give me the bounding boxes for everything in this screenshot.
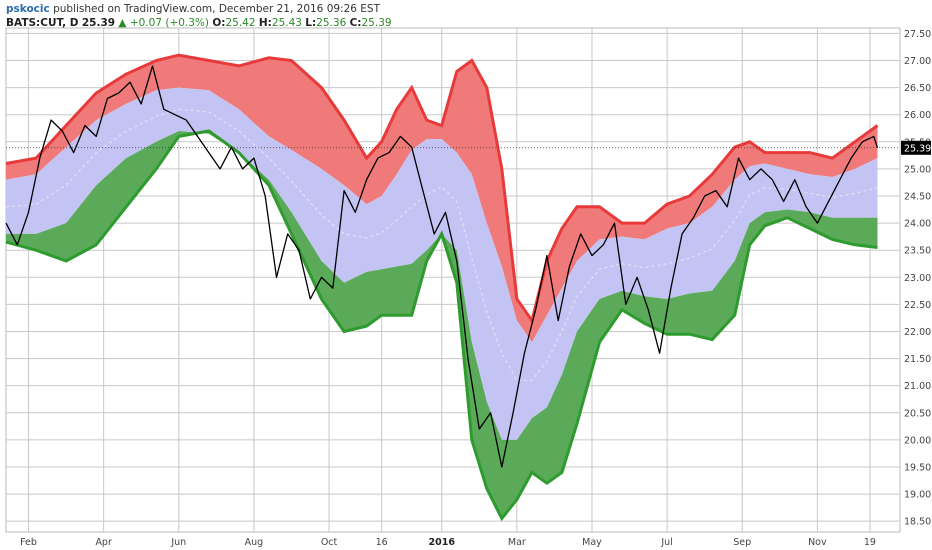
y-tick-label: 25.00 (904, 164, 931, 175)
ohlc-line: BATS:CUT, D 25.39 ▲ +0.07 (+0.3%) O:25.4… (6, 16, 392, 30)
last-price-value: 25.39 (81, 17, 116, 29)
x-tick-label: 16 (376, 537, 388, 548)
y-tick-label: 24.50 (904, 192, 931, 203)
x-tick-label: Jul (660, 537, 672, 548)
author-link[interactable]: pskocic (6, 3, 50, 15)
y-tick-label: 19.50 (904, 462, 931, 473)
basis-line (5, 108, 878, 381)
low-value: 25.36 (316, 17, 347, 29)
change-value: +0.07 (+0.3%) (129, 17, 210, 29)
y-tick-label: 19.00 (904, 490, 931, 501)
change-arrow-icon: ▲ (118, 17, 127, 29)
y-tick-label: 23.50 (904, 246, 931, 257)
x-tick-label: Aug (245, 537, 264, 548)
x-tick-label: Apr (95, 537, 112, 548)
low-label: L: (305, 17, 317, 29)
x-tick-label: Feb (20, 537, 37, 548)
series-lines (5, 53, 900, 522)
x-tick-label: 19 (864, 537, 876, 548)
close-label: C: (349, 17, 362, 29)
published-text: published on TradingView.com, December 2… (53, 3, 381, 15)
y-tick-label: 22.00 (904, 327, 931, 338)
y-tick-label: 27.00 (904, 56, 931, 67)
y-tick-label: 26.00 (904, 110, 931, 121)
x-tick-label: Jun (170, 537, 186, 548)
x-tick-label: Mar (508, 537, 526, 548)
y-tick-label: 20.00 (904, 435, 931, 446)
chart-header: pskocic published on TradingView.com, De… (6, 2, 392, 30)
high-value: 25.43 (271, 17, 302, 29)
y-tick-label: 26.50 (904, 83, 931, 94)
last-price-badge (901, 140, 931, 155)
lower-band-fill (6, 131, 878, 519)
y-tick-label: 27.50 (904, 29, 931, 40)
x-tick-label: Nov (808, 537, 827, 548)
open-value: 25.42 (225, 17, 256, 29)
x-tick-label: May (582, 537, 602, 548)
lower-band-line (5, 129, 878, 522)
high-label: H: (258, 17, 272, 29)
y-axis[interactable]: 18.50 19.00 19.50 20.00 20.50 21.00 21.50 22.00… (901, 29, 931, 528)
x-tick-label: Sep (733, 537, 751, 548)
y-tick-label: 22.50 (904, 300, 931, 311)
close-value: 25.39 (361, 17, 392, 29)
last-price-label: 25.39 (904, 143, 931, 154)
x-tick-label: Oct (321, 537, 338, 548)
symbol-label: BATS:CUT, D (6, 17, 79, 29)
x-axis: Feb Apr Jun Aug Oct 16 2016 Mar May Jul Sep Nov 19 (20, 537, 876, 548)
y-tick-label: 23.00 (904, 273, 931, 284)
upper-band-line (5, 53, 879, 325)
open-label: O: (212, 17, 226, 29)
y-tick-label: 20.50 (904, 408, 931, 419)
plot-frame (5, 27, 901, 533)
y-tick-label: 21.00 (904, 381, 931, 392)
middle-band-fill (6, 87, 878, 440)
y-tick-label: 24.00 (904, 219, 931, 230)
publish-line: pskocic published on TradingView.com, De… (6, 2, 392, 16)
x-tick-label: 2016 (429, 537, 456, 548)
y-tick-label: 21.50 (904, 354, 931, 365)
y-tick-label: 18.50 (904, 517, 931, 528)
price-line (5, 65, 879, 468)
